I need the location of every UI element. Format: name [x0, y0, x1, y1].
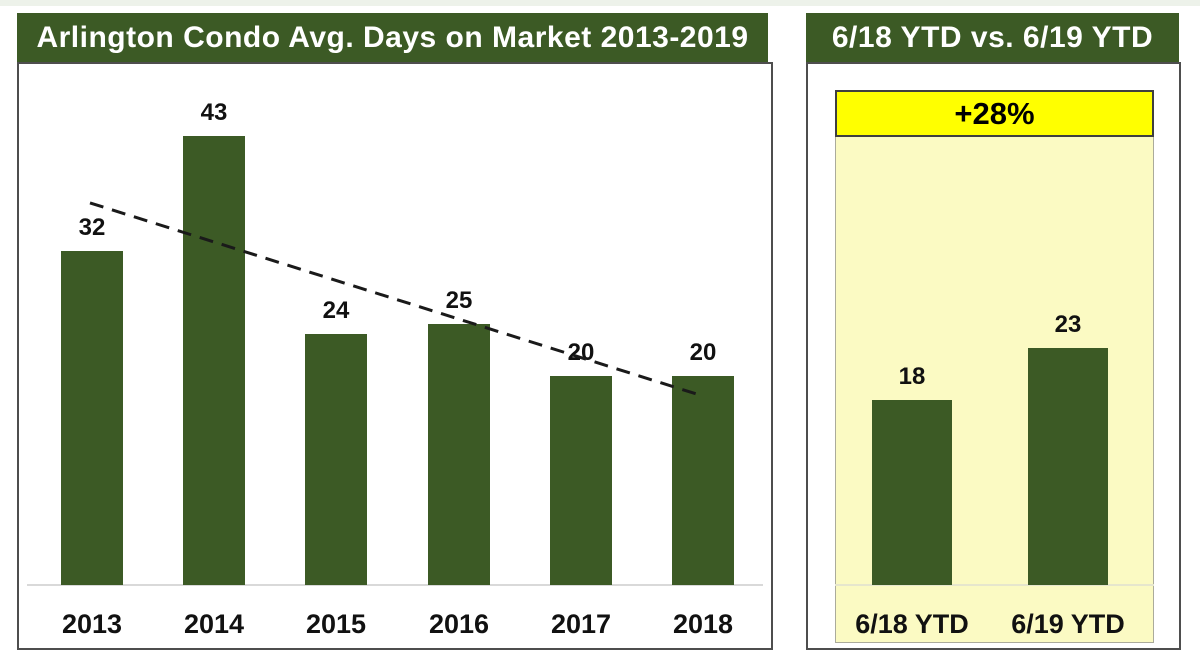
- bar-value-label: 20: [689, 339, 717, 366]
- x-axis-label: 2017: [550, 609, 612, 639]
- bar-value-label: 43: [200, 99, 228, 126]
- x-axis-label: 2016: [428, 609, 490, 639]
- bar: [61, 251, 123, 585]
- left-chart-plot-area: 32 2013 43 2014 24 2015 25 2016 20 2017 20 2018: [17, 62, 773, 650]
- x-axis-label: 2018: [672, 609, 734, 639]
- right-chart-plot-area: +28% 18 6/18 YTD 23 6/19 YTD: [806, 62, 1181, 650]
- x-axis-label: 6/19 YTD: [1011, 609, 1125, 639]
- left-chart-title: Arlington Condo Avg. Days on Market 2013…: [17, 13, 768, 62]
- left-x-axis-line: [27, 584, 763, 586]
- x-axis-label: 2015: [305, 609, 367, 639]
- bar-value-label: 20: [567, 339, 595, 366]
- bar: [672, 376, 734, 585]
- bar-value-label: 23: [1054, 311, 1082, 338]
- bar-value-label: 25: [445, 287, 473, 314]
- bar: [183, 136, 245, 585]
- bar: [305, 334, 367, 585]
- right-chart-title: 6/18 YTD vs. 6/19 YTD: [806, 13, 1179, 62]
- top-edge-strip: [0, 0, 1200, 6]
- x-axis-label: 2013: [61, 609, 123, 639]
- bar: [550, 376, 612, 585]
- percent-change-banner: +28%: [835, 90, 1154, 137]
- bar-value-label: 18: [898, 363, 926, 390]
- bar: [428, 324, 490, 585]
- bar-value-label: 32: [78, 214, 106, 241]
- right-x-axis-line: [835, 584, 1154, 586]
- bar: [1028, 348, 1108, 585]
- x-axis-label: 2014: [183, 609, 245, 639]
- bar-value-label: 24: [322, 297, 350, 324]
- bar: [872, 400, 952, 585]
- x-axis-label: 6/18 YTD: [855, 609, 969, 639]
